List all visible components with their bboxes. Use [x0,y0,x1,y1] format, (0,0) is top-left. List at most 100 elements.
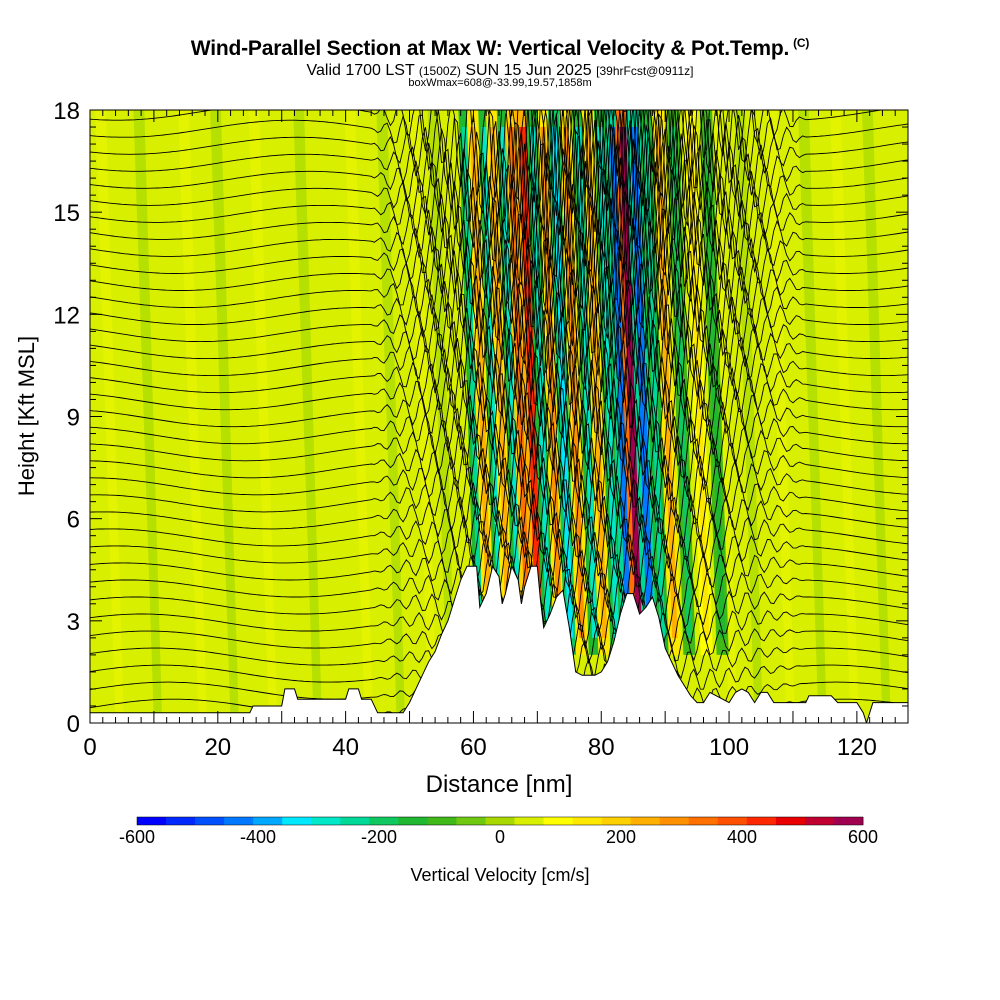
colorbar-frame [136,816,864,826]
weak-motion-streak [95,110,124,723]
isentrope-line [90,110,908,252]
colorbar-swatch [340,817,370,825]
y-tick-label: 3 [67,609,80,636]
x-tick-label: 120 [837,734,877,761]
y-tick-label: 15 [53,200,80,227]
isentrope-line [90,337,908,450]
colorbar-swatch [166,817,196,825]
colorbar-tick-label: -600 [119,827,155,847]
colorbar-swatch [659,817,690,825]
colorbar-tick-label: 200 [606,827,636,847]
x-tick-label: 60 [460,734,487,761]
isentrope-line [90,474,908,554]
isentrope-line [90,356,908,466]
colorbar-swatch [543,817,573,825]
box-info: boxWmax=608@-33.99,19.57,1858m [408,77,592,89]
colorbar-swatch [456,817,486,825]
weak-motion-streak [798,110,827,723]
colorbar-swatch [717,817,748,825]
isentrope-line [90,278,908,406]
wave-core [643,127,666,638]
isentrope-line [90,237,908,376]
colorbar-label: Vertical Velocity [cm/s] [410,865,589,885]
y-axis-label: Height [Kft MSL] [14,336,39,496]
weak-motion-streak [766,110,795,723]
x-tick-label: 40 [332,734,359,761]
isentrope-line [90,110,885,198]
colorbar-swatch [253,817,283,825]
weak-motion-streak [408,110,438,723]
x-tick-label: 20 [204,734,231,761]
y-tick-label: 0 [67,711,80,738]
wave-core [540,127,563,638]
y-tick-label: 9 [67,405,80,432]
y-tick-label: 12 [53,302,80,329]
valid-date: SUN 15 Jun 2025 [465,62,592,79]
copyright-mark: (C) [793,36,810,50]
isentrope-line [90,110,908,216]
colorbar-tick-label: 400 [727,827,757,847]
colorbar-tick-label: 600 [848,827,878,847]
isentrope-line [90,257,908,393]
isentrope-line [90,296,908,421]
wave-core [670,127,693,638]
x-tick-label: 80 [588,734,615,761]
wave-core [551,127,574,638]
isentrope-line [90,110,908,268]
weak-motion-streak [830,110,859,723]
colorbar-tick-label: 0 [495,827,505,847]
y-tick-label: 18 [53,98,80,125]
colorbar-swatch [630,817,661,825]
colorbar-swatch [804,817,835,825]
colorbar-tick-label: -400 [240,827,276,847]
colorbar-swatch [311,817,341,825]
colorbar-swatch [775,817,806,825]
colorbar-swatch [833,817,864,825]
colorbar-swatch [514,817,544,825]
x-axis-label: Distance [nm] [426,771,573,798]
weak-motion-streak [133,110,163,723]
weak-motion-streak [248,110,278,723]
weak-motion-streak [293,110,322,723]
wave-core [687,127,710,638]
colorbar-tick-label: -200 [361,827,397,847]
isentrope-line [90,198,908,347]
wave-core [575,127,598,638]
colorbar-swatch [137,817,167,825]
weak-motion-streak [734,110,763,723]
weak-motion-streak [178,110,207,723]
weak-motion-streak [344,110,374,723]
weak-motion-streak [376,110,406,723]
terrain [90,564,908,723]
colorbar-swatch [224,817,254,825]
x-tick-label: 0 [83,734,96,761]
isentrope-line [90,139,908,299]
isentrope-line [90,511,908,581]
wave-core [703,127,726,638]
isentrope-line [90,435,908,523]
chart-title-text: Wind-Parallel Section at Max W: Vertical… [190,37,790,60]
colorbar-swatch [688,817,719,825]
isentrope-line [90,377,908,480]
isentrope-line [90,493,908,567]
weak-motion-streak [210,110,239,723]
colorbar-swatch [195,817,225,825]
colorbar-swatch [369,817,399,825]
colorbar-swatch [572,817,603,825]
colorbar-swatch [746,817,777,825]
isentrope-line [90,316,908,434]
isentrope-line [90,455,908,537]
colorbar-swatch [601,817,632,825]
forecast-info: [39hrFcst@0911z] [596,64,694,78]
colorbar-swatch [485,817,515,825]
colorbar-swatch [427,817,457,825]
x-tick-label: 100 [709,734,749,761]
colorbar-swatch [398,817,428,825]
isentrope-line [90,119,908,284]
isentrope-line [90,110,908,236]
weak-motion-streak [861,110,891,723]
colorbar-swatch [282,817,312,825]
valid-utc: (1500Z) [418,64,461,78]
chart-subtitle: Valid 1700 LST (1500Z) SUN 15 Jun 2025 [… [0,62,1000,80]
